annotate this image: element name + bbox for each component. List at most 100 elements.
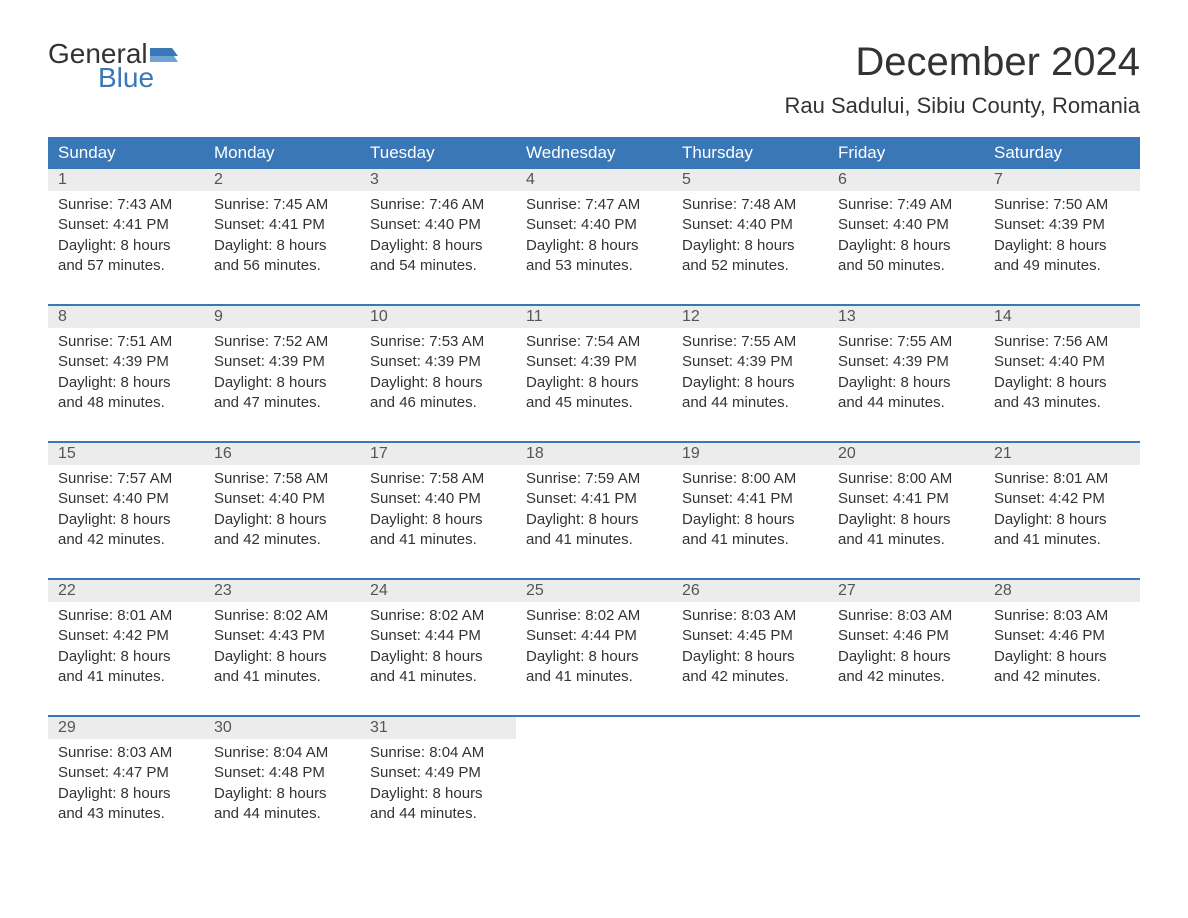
daylight-line1: Daylight: 8 hours — [838, 373, 974, 393]
daylight-line1: Daylight: 8 hours — [526, 510, 662, 530]
daylight-line2: and 41 minutes. — [370, 530, 506, 550]
daylight-line1: Daylight: 8 hours — [994, 647, 1130, 667]
day-number-cell: 6 — [828, 169, 984, 191]
daylight-line2: and 45 minutes. — [526, 393, 662, 413]
daylight-line1: Daylight: 8 hours — [214, 236, 350, 256]
day-header: Monday — [204, 137, 360, 169]
sunrise-line: Sunrise: 7:55 AM — [838, 332, 974, 352]
daylight-line2: and 41 minutes. — [526, 530, 662, 550]
sunset-line: Sunset: 4:40 PM — [370, 489, 506, 509]
day-content-row: Sunrise: 7:43 AMSunset: 4:41 PMDaylight:… — [48, 191, 1140, 305]
day-content-cell: Sunrise: 7:54 AMSunset: 4:39 PMDaylight:… — [516, 328, 672, 442]
daylight-line2: and 41 minutes. — [994, 530, 1130, 550]
daylight-line2: and 47 minutes. — [214, 393, 350, 413]
sunset-line: Sunset: 4:40 PM — [994, 352, 1130, 372]
sunrise-line: Sunrise: 8:00 AM — [682, 469, 818, 489]
day-number-cell: 8 — [48, 306, 204, 328]
day-content-row: Sunrise: 7:57 AMSunset: 4:40 PMDaylight:… — [48, 465, 1140, 579]
daylight-line2: and 54 minutes. — [370, 256, 506, 276]
day-number-cell: 16 — [204, 443, 360, 465]
daylight-line2: and 43 minutes. — [58, 804, 194, 824]
daylight-line1: Daylight: 8 hours — [58, 510, 194, 530]
daylight-line2: and 49 minutes. — [994, 256, 1130, 276]
daylight-line2: and 57 minutes. — [58, 256, 194, 276]
daylight-line2: and 42 minutes. — [682, 667, 818, 687]
sunrise-line: Sunrise: 8:04 AM — [214, 743, 350, 763]
daylight-line1: Daylight: 8 hours — [682, 510, 818, 530]
sunset-line: Sunset: 4:40 PM — [214, 489, 350, 509]
day-header: Wednesday — [516, 137, 672, 169]
sunrise-line: Sunrise: 8:04 AM — [370, 743, 506, 763]
day-number-cell: 30 — [204, 717, 360, 739]
daylight-line1: Daylight: 8 hours — [58, 236, 194, 256]
sunset-line: Sunset: 4:46 PM — [994, 626, 1130, 646]
sunrise-line: Sunrise: 7:53 AM — [370, 332, 506, 352]
daylight-line1: Daylight: 8 hours — [214, 647, 350, 667]
day-content-cell — [984, 739, 1140, 852]
day-number-cell: 2 — [204, 169, 360, 191]
day-number-cell: 11 — [516, 306, 672, 328]
sunset-line: Sunset: 4:47 PM — [58, 763, 194, 783]
sunset-line: Sunset: 4:43 PM — [214, 626, 350, 646]
day-content-cell: Sunrise: 7:51 AMSunset: 4:39 PMDaylight:… — [48, 328, 204, 442]
day-number-row: 891011121314 — [48, 306, 1140, 328]
month-title: December 2024 — [785, 40, 1140, 85]
sunrise-line: Sunrise: 8:03 AM — [682, 606, 818, 626]
sunrise-line: Sunrise: 7:52 AM — [214, 332, 350, 352]
sunrise-line: Sunrise: 7:58 AM — [214, 469, 350, 489]
daylight-line1: Daylight: 8 hours — [370, 510, 506, 530]
day-number-cell: 3 — [360, 169, 516, 191]
daylight-line2: and 53 minutes. — [526, 256, 662, 276]
day-number-cell — [984, 717, 1140, 739]
sunset-line: Sunset: 4:39 PM — [526, 352, 662, 372]
title-block: December 2024 Rau Sadului, Sibiu County,… — [785, 40, 1140, 119]
sunset-line: Sunset: 4:46 PM — [838, 626, 974, 646]
daylight-line2: and 41 minutes. — [838, 530, 974, 550]
daylight-line2: and 41 minutes. — [370, 667, 506, 687]
daylight-line2: and 41 minutes. — [526, 667, 662, 687]
brand-word2: Blue — [98, 64, 178, 92]
sunset-line: Sunset: 4:48 PM — [214, 763, 350, 783]
sunset-line: Sunset: 4:41 PM — [58, 215, 194, 235]
location-subtitle: Rau Sadului, Sibiu County, Romania — [785, 93, 1140, 119]
day-number-cell: 12 — [672, 306, 828, 328]
day-content-cell: Sunrise: 8:01 AMSunset: 4:42 PMDaylight:… — [984, 465, 1140, 579]
sunrise-line: Sunrise: 7:54 AM — [526, 332, 662, 352]
day-content-cell: Sunrise: 7:58 AMSunset: 4:40 PMDaylight:… — [204, 465, 360, 579]
daylight-line1: Daylight: 8 hours — [58, 647, 194, 667]
daylight-line1: Daylight: 8 hours — [994, 236, 1130, 256]
day-content-cell: Sunrise: 8:02 AMSunset: 4:43 PMDaylight:… — [204, 602, 360, 716]
daylight-line1: Daylight: 8 hours — [370, 784, 506, 804]
day-number-cell: 13 — [828, 306, 984, 328]
daylight-line1: Daylight: 8 hours — [526, 647, 662, 667]
daylight-line2: and 41 minutes. — [214, 667, 350, 687]
day-content-cell: Sunrise: 7:53 AMSunset: 4:39 PMDaylight:… — [360, 328, 516, 442]
daylight-line1: Daylight: 8 hours — [682, 373, 818, 393]
day-content-cell — [672, 739, 828, 852]
daylight-line2: and 41 minutes. — [682, 530, 818, 550]
day-content-cell — [828, 739, 984, 852]
sunrise-line: Sunrise: 8:02 AM — [526, 606, 662, 626]
flag-icon — [150, 44, 178, 64]
day-content-cell — [516, 739, 672, 852]
daylight-line2: and 44 minutes. — [682, 393, 818, 413]
sunrise-line: Sunrise: 7:51 AM — [58, 332, 194, 352]
sunrise-line: Sunrise: 8:03 AM — [58, 743, 194, 763]
daylight-line1: Daylight: 8 hours — [994, 373, 1130, 393]
day-content-cell: Sunrise: 8:03 AMSunset: 4:46 PMDaylight:… — [828, 602, 984, 716]
day-number-cell: 20 — [828, 443, 984, 465]
sunrise-line: Sunrise: 7:45 AM — [214, 195, 350, 215]
day-header: Tuesday — [360, 137, 516, 169]
day-header: Saturday — [984, 137, 1140, 169]
day-content-cell: Sunrise: 7:48 AMSunset: 4:40 PMDaylight:… — [672, 191, 828, 305]
day-content-cell: Sunrise: 7:50 AMSunset: 4:39 PMDaylight:… — [984, 191, 1140, 305]
daylight-line2: and 42 minutes. — [214, 530, 350, 550]
daylight-line1: Daylight: 8 hours — [526, 236, 662, 256]
brand-logo: General Blue — [48, 40, 178, 92]
day-content-cell: Sunrise: 7:47 AMSunset: 4:40 PMDaylight:… — [516, 191, 672, 305]
day-content-cell: Sunrise: 7:55 AMSunset: 4:39 PMDaylight:… — [672, 328, 828, 442]
daylight-line2: and 42 minutes. — [58, 530, 194, 550]
sunrise-line: Sunrise: 7:59 AM — [526, 469, 662, 489]
daylight-line1: Daylight: 8 hours — [58, 373, 194, 393]
sunset-line: Sunset: 4:40 PM — [838, 215, 974, 235]
